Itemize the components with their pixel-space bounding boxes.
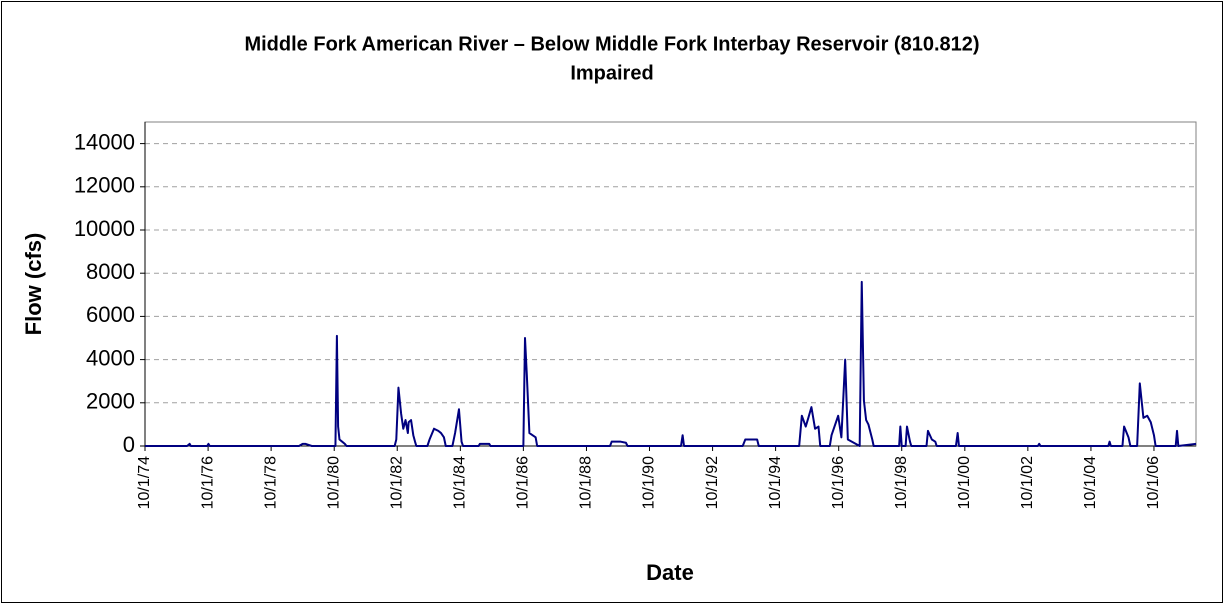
x-tick-label: 10/1/04 <box>1082 456 1099 509</box>
chart-title: Middle Fork American River – Below Middl… <box>244 33 979 55</box>
plot-area <box>144 121 1197 447</box>
flow-line <box>145 280 1197 447</box>
y-tick-label: 14000 <box>74 129 135 154</box>
x-tick-label: 10/1/82 <box>388 456 405 509</box>
x-tick-label: 10/1/88 <box>578 456 595 509</box>
x-tick-label: 10/1/02 <box>1019 456 1036 509</box>
x-tick-label: 10/1/94 <box>767 456 784 509</box>
y-tick-label: 8000 <box>86 259 135 284</box>
y-tick-label: 10000 <box>74 216 135 241</box>
x-tick-label: 10/1/06 <box>1145 456 1162 509</box>
y-tick-label: 6000 <box>86 302 135 327</box>
x-tick-label: 10/1/84 <box>452 456 469 509</box>
x-tick-label: 10/1/86 <box>515 456 532 509</box>
chart-subtitle: Impaired <box>570 62 653 84</box>
x-tick-label: 10/1/00 <box>956 456 973 509</box>
x-axis-label: Date <box>646 560 694 585</box>
y-tick-label: 12000 <box>74 173 135 198</box>
x-tick-label: 10/1/96 <box>830 456 847 509</box>
x-tick-label: 10/1/90 <box>641 456 658 509</box>
x-tick-label: 10/1/92 <box>704 456 721 509</box>
x-tick-label: 10/1/74 <box>136 456 153 509</box>
y-tick-label: 4000 <box>86 345 135 370</box>
x-tick-label: 10/1/80 <box>325 456 342 509</box>
x-tick-label: 10/1/98 <box>893 456 910 509</box>
x-tick-label: 10/1/76 <box>199 456 216 509</box>
x-tick-label: 10/1/78 <box>262 456 279 509</box>
y-tick-label: 2000 <box>86 389 135 414</box>
y-tick-label: 0 <box>123 432 135 457</box>
y-axis-label: Flow (cfs) <box>21 233 46 336</box>
